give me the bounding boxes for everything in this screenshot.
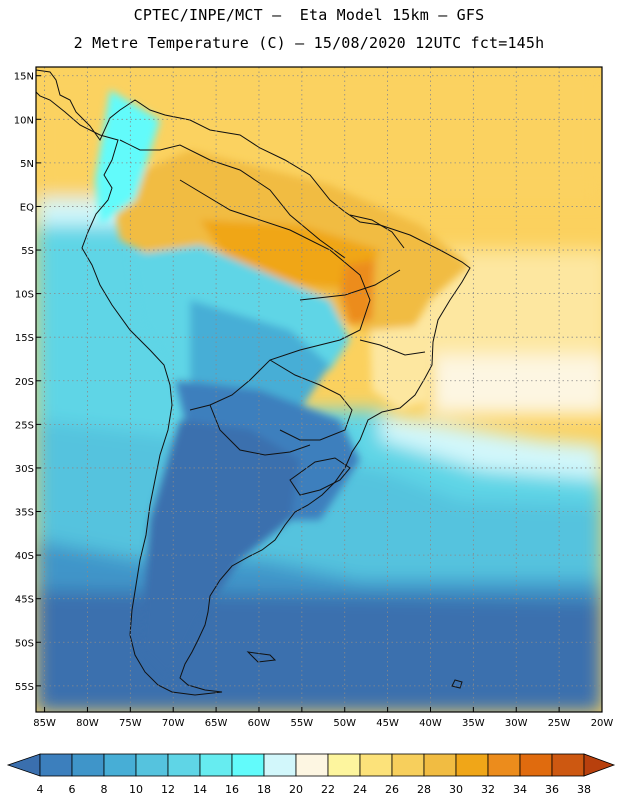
lat-tick-label: 55S xyxy=(15,682,34,693)
colorbar-label: 22 xyxy=(321,783,335,796)
colorbar-swatch xyxy=(327,753,361,777)
lat-tick-label: 50S xyxy=(15,638,34,649)
colorbar-upper-arrow xyxy=(583,753,616,777)
lon-tick-label: 80W xyxy=(76,718,99,729)
colorbar-label: 14 xyxy=(193,783,207,796)
colorbar-label: 4 xyxy=(37,783,44,796)
colorbar-label: 32 xyxy=(481,783,495,796)
lon-tick-label: 40W xyxy=(419,718,442,729)
colorbar-swatch xyxy=(135,753,169,777)
longitude-labels: 85W 80W 75W 70W 65W 60W 55W 50W 45W 40W 35W 30W 25W 2… xyxy=(33,718,613,729)
colorbar-lower-arrow xyxy=(6,753,41,777)
map-frame xyxy=(35,66,603,713)
lon-tick-label: 35W xyxy=(462,718,485,729)
colorbar-swatch xyxy=(71,753,105,777)
colorbar-label: 8 xyxy=(101,783,108,796)
colorbar-label: 20 xyxy=(289,783,303,796)
lon-tick-label: 55W xyxy=(291,718,314,729)
temperature-field xyxy=(36,67,602,712)
colorbar-label: 6 xyxy=(69,783,76,796)
lat-tick-label: 5S xyxy=(21,246,34,257)
lon-tick-label: 20W xyxy=(591,718,614,729)
lon-tick-label: 25W xyxy=(548,718,571,729)
colorbar-label: 30 xyxy=(449,783,463,796)
colorbar-label: 16 xyxy=(225,783,239,796)
lon-tick-label: 75W xyxy=(119,718,142,729)
colorbar-swatch xyxy=(359,753,393,777)
lat-tick-label: 10N xyxy=(14,115,34,126)
colorbar-swatch xyxy=(391,753,425,777)
lat-tick-label: EQ xyxy=(20,202,34,213)
lat-tick-label: 15N xyxy=(14,72,34,83)
colorbar-label: 38 xyxy=(577,783,591,796)
lat-tick-label: 40S xyxy=(15,551,34,562)
colorbar-swatch xyxy=(199,753,233,777)
colorbar-swatch xyxy=(455,753,489,777)
chart-title-line-1: CPTEC/INPE/MCT – Eta Model 15km – GFS xyxy=(133,6,485,24)
colorbar-swatch xyxy=(487,753,521,777)
colorbar-swatch xyxy=(231,753,265,777)
colorbar-label: 10 xyxy=(129,783,143,796)
colorbar-label: 36 xyxy=(545,783,559,796)
colorbar-swatch xyxy=(263,753,297,777)
colorbar-swatch xyxy=(167,753,201,777)
lon-tick-label: 60W xyxy=(248,718,271,729)
colorbar-label: 24 xyxy=(353,783,367,796)
lon-tick-label: 45W xyxy=(376,718,399,729)
colorbar-label: 28 xyxy=(417,783,431,796)
lon-tick-label: 65W xyxy=(205,718,228,729)
colorbar: 4 6 8 10 12 14 16 18 20 22 24 26 28 30 32 34 36 38 xyxy=(6,753,616,796)
colorbar-swatch xyxy=(39,753,73,777)
colorbar-swatch xyxy=(295,753,329,777)
lat-tick-label: 45S xyxy=(15,595,34,606)
colorbar-label: 12 xyxy=(161,783,175,796)
colorbar-swatch xyxy=(103,753,137,777)
lon-tick-label: 70W xyxy=(162,718,185,729)
lat-tick-label: 5N xyxy=(20,159,34,170)
graticule xyxy=(36,67,603,712)
coastlines xyxy=(36,69,471,696)
latitude-labels: 15N 10N 5N EQ 5S 10S 15S 20S 25S 30S 35S 40S 45S 50S 5… xyxy=(14,72,34,693)
lon-tick-label: 85W xyxy=(33,718,56,729)
lat-tick-label: 30S xyxy=(15,464,34,475)
lat-tick-label: 25S xyxy=(15,420,34,431)
colorbar-swatch xyxy=(519,753,553,777)
chart-title-line-2: 2 Metre Temperature (C) – 15/08/2020 12U… xyxy=(73,34,545,52)
lat-tick-label: 35S xyxy=(15,508,34,519)
lat-tick-label: 20S xyxy=(15,377,34,388)
colorbar-label: 26 xyxy=(385,783,399,796)
lon-tick-label: 30W xyxy=(505,718,528,729)
colorbar-swatch xyxy=(551,753,585,777)
colorbar-label: 18 xyxy=(257,783,271,796)
lat-tick-label: 10S xyxy=(15,290,34,301)
colorbar-swatch xyxy=(423,753,457,777)
colorbar-label: 34 xyxy=(513,783,527,796)
lat-tick-label: 15S xyxy=(15,333,34,344)
lon-tick-label: 50W xyxy=(333,718,356,729)
